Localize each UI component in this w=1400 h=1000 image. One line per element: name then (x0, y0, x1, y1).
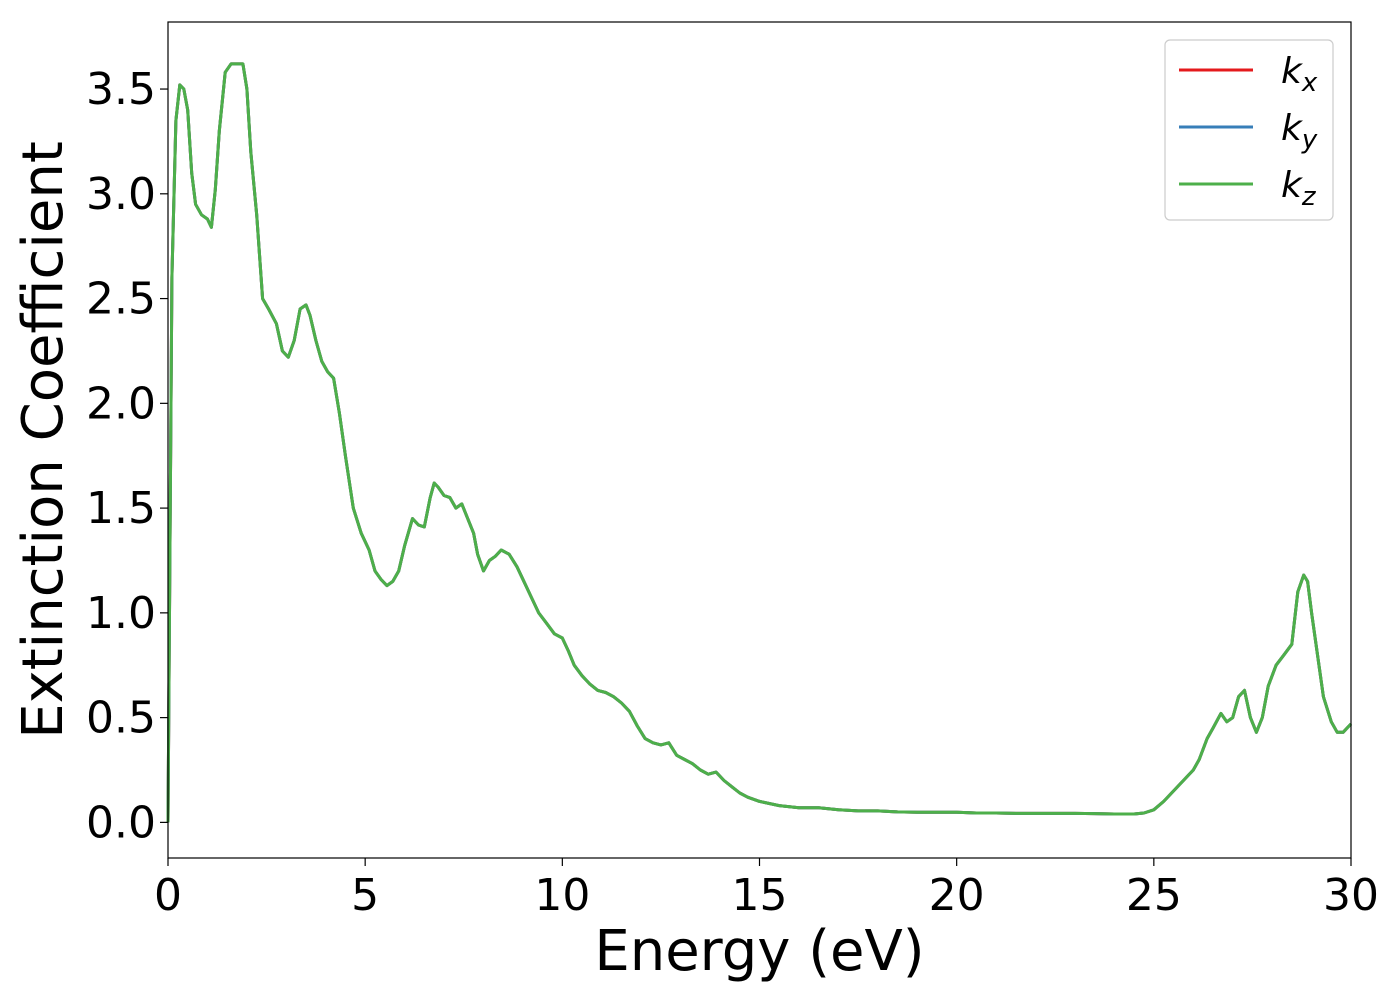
x-axis-label: Energy (eV) (594, 919, 924, 984)
x-tick-label: 20 (929, 870, 985, 921)
x-tick-label: 30 (1323, 870, 1379, 921)
x-tick-label: 25 (1126, 870, 1182, 921)
y-tick-label: 2.5 (86, 274, 156, 325)
y-tick-label: 0.0 (86, 797, 156, 848)
x-tick-label: 15 (732, 870, 788, 921)
x-tick-label: 5 (351, 870, 379, 921)
y-axis-label: Extinction Coefficient (11, 141, 76, 739)
y-tick-label: 3.0 (86, 169, 156, 220)
y-tick-label: 2.0 (86, 378, 156, 429)
x-tick-label: 0 (154, 870, 182, 921)
x-tick-label: 10 (534, 870, 590, 921)
y-tick-label: 0.5 (86, 693, 156, 744)
y-tick-label: 3.5 (86, 64, 156, 115)
y-tick-label: 1.0 (86, 588, 156, 639)
y-axis-ticks: 0.0 0.5 1.0 1.5 2.0 2.5 3.0 3.5 (86, 64, 168, 848)
x-axis-ticks: 0 5 10 15 20 25 30 (154, 858, 1379, 921)
y-tick-label: 1.5 (86, 483, 156, 534)
